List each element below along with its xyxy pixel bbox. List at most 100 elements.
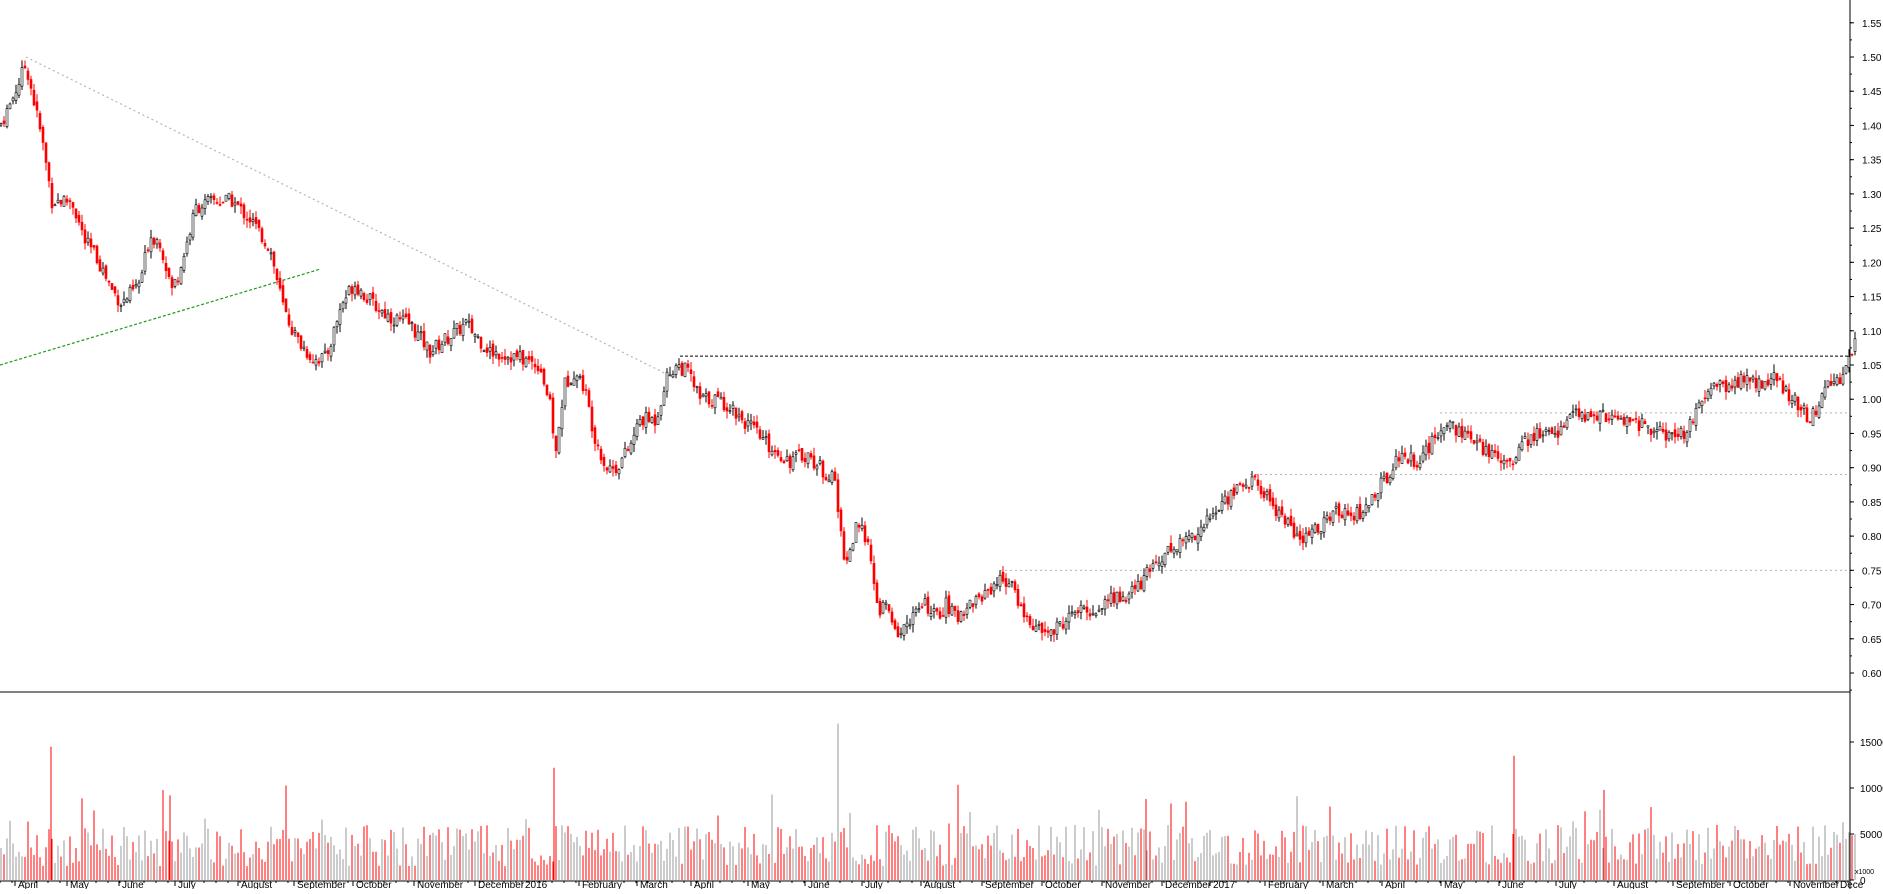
candle-body bbox=[923, 598, 927, 606]
trendline bbox=[25, 56, 677, 380]
candle-body bbox=[1589, 411, 1593, 417]
candle-body bbox=[143, 252, 147, 272]
candle-body bbox=[1196, 534, 1200, 544]
candle-body bbox=[1004, 578, 1008, 587]
candle-body bbox=[1100, 608, 1104, 610]
candle-body bbox=[488, 346, 492, 352]
candle-body bbox=[899, 632, 903, 635]
candle-body bbox=[1388, 476, 1392, 484]
candle-body bbox=[644, 412, 648, 428]
candle-body bbox=[1499, 460, 1503, 463]
candle-body bbox=[1001, 571, 1005, 582]
candle-body bbox=[287, 314, 291, 326]
candle-body bbox=[1055, 621, 1059, 635]
candle-body bbox=[1421, 452, 1425, 462]
candle-body bbox=[278, 277, 282, 289]
candle-body bbox=[26, 70, 30, 80]
candle-body bbox=[776, 450, 780, 456]
candle-body bbox=[1256, 479, 1260, 486]
candle-body bbox=[983, 590, 987, 599]
candle-body bbox=[1817, 405, 1821, 418]
candle-body bbox=[1007, 583, 1011, 588]
candle-body bbox=[878, 600, 882, 616]
candle-body bbox=[281, 285, 285, 303]
candle-body bbox=[563, 377, 567, 407]
candle-body bbox=[650, 417, 654, 423]
candle-body bbox=[881, 601, 885, 614]
candle-body bbox=[815, 465, 819, 470]
candle-body bbox=[1373, 494, 1377, 498]
candle-body bbox=[59, 199, 63, 205]
candle-body bbox=[1025, 615, 1029, 618]
candle-body bbox=[1448, 421, 1452, 429]
candle-body bbox=[1616, 415, 1620, 420]
candle-body bbox=[839, 509, 843, 532]
candle-body bbox=[1475, 440, 1479, 444]
candle-body bbox=[1646, 425, 1650, 428]
candle-body bbox=[242, 204, 246, 219]
candle-body bbox=[11, 97, 15, 102]
candle-body bbox=[821, 460, 825, 478]
candle-body bbox=[1073, 612, 1077, 615]
candle-body bbox=[605, 467, 609, 471]
candle-body bbox=[632, 434, 636, 445]
candle-body bbox=[200, 207, 204, 217]
candle-body bbox=[470, 318, 474, 334]
candle-body bbox=[56, 199, 60, 203]
candle-body bbox=[1040, 622, 1044, 633]
candle-body bbox=[764, 436, 768, 438]
candle-body bbox=[1487, 444, 1491, 458]
candle-body bbox=[1640, 418, 1644, 428]
candle-body bbox=[551, 397, 555, 434]
candle-body bbox=[101, 267, 105, 274]
candle-body bbox=[1724, 379, 1728, 393]
candle-body bbox=[962, 613, 966, 616]
candle-body bbox=[239, 203, 243, 207]
candle-body bbox=[1067, 612, 1071, 623]
candle-body bbox=[1853, 338, 1857, 352]
candle-body bbox=[1466, 430, 1470, 434]
candle-body bbox=[155, 239, 159, 245]
candle-body bbox=[398, 317, 402, 320]
candle-body bbox=[1439, 430, 1443, 437]
candle-body bbox=[704, 393, 708, 397]
candle-body bbox=[617, 469, 621, 475]
candle-body bbox=[1058, 621, 1062, 625]
candle-body bbox=[374, 300, 378, 311]
candle-body bbox=[1514, 457, 1518, 464]
candle-body bbox=[1079, 604, 1083, 613]
candle-body bbox=[185, 241, 189, 254]
candle-body bbox=[1508, 458, 1512, 462]
candle-body bbox=[998, 575, 1002, 587]
candle-body bbox=[698, 386, 702, 399]
candle-body bbox=[737, 414, 741, 418]
candle-body bbox=[440, 343, 444, 353]
candle-body bbox=[1691, 421, 1695, 424]
candle-body bbox=[191, 213, 195, 238]
candle-body bbox=[320, 353, 324, 363]
candle-body bbox=[1148, 568, 1152, 572]
candle-body bbox=[476, 335, 480, 338]
candle-body bbox=[1679, 428, 1683, 437]
candle-body bbox=[1622, 416, 1626, 425]
candle-body bbox=[803, 457, 807, 463]
candle-body bbox=[1361, 512, 1365, 519]
candle-body bbox=[1286, 518, 1290, 525]
candle-body bbox=[305, 348, 309, 358]
price-tick-label: 0.65 bbox=[1862, 635, 1882, 646]
candle-body bbox=[905, 622, 909, 628]
candle-body bbox=[1244, 484, 1248, 488]
candle-body bbox=[1091, 612, 1095, 615]
candle-body bbox=[659, 405, 663, 416]
candle-body bbox=[1115, 591, 1119, 605]
x-tick-label: July bbox=[865, 880, 883, 889]
candle-body bbox=[1187, 535, 1191, 540]
candle-body bbox=[968, 599, 972, 608]
candle-body bbox=[680, 362, 684, 376]
candle-body bbox=[443, 333, 447, 343]
candle-body bbox=[335, 321, 339, 328]
candle-body bbox=[722, 396, 726, 411]
candle-body bbox=[1289, 515, 1293, 526]
price-tick-label: 1.35 bbox=[1862, 156, 1882, 167]
